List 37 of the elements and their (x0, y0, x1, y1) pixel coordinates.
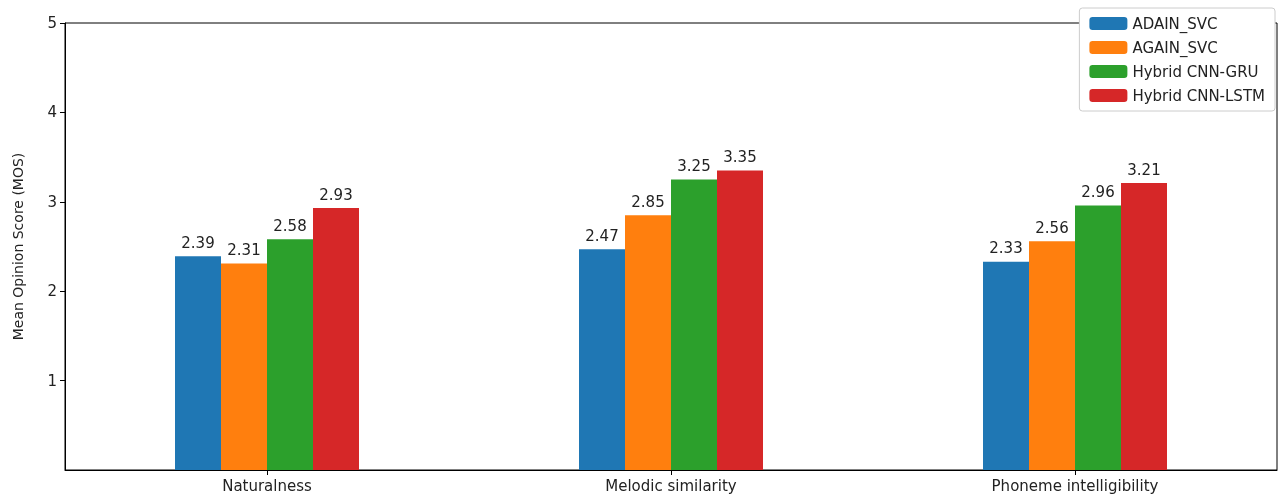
y-tick-label: 4 (47, 103, 57, 122)
bar (313, 208, 359, 470)
bar (1075, 205, 1121, 470)
data-label: 3.21 (1127, 160, 1161, 179)
y-tick-label: 1 (47, 371, 57, 390)
bar (717, 170, 763, 470)
data-label: 2.47 (585, 226, 619, 245)
y-tick-label: 3 (47, 192, 57, 211)
bar (221, 263, 267, 470)
x-tick-label: Naturalness (222, 476, 313, 495)
legend-label: ADAIN_SVC (1132, 14, 1218, 34)
bar (1121, 183, 1167, 470)
data-label: 2.93 (319, 185, 353, 204)
y-tick-label: 2 (47, 282, 57, 301)
bar (1029, 241, 1075, 470)
data-label: 2.33 (989, 239, 1023, 258)
legend-label: Hybrid CNN-LSTM (1132, 86, 1266, 105)
data-label: 2.58 (273, 216, 307, 235)
legend-label: AGAIN_SVC (1132, 38, 1218, 58)
data-label: 2.85 (631, 192, 665, 211)
bar (267, 239, 313, 470)
legend-label: Hybrid CNN-GRU (1132, 62, 1259, 81)
y-axis-title: Mean Opinion Score (MOS) (10, 152, 26, 341)
data-label: 2.39 (181, 233, 215, 252)
data-label: 3.35 (723, 148, 757, 167)
x-tick-label: Phoneme intelligibility (991, 476, 1159, 495)
data-label: 2.96 (1081, 182, 1115, 201)
x-tick-label: Melodic similarity (605, 476, 737, 495)
bar (579, 249, 625, 470)
bar (671, 179, 717, 470)
bar (625, 215, 671, 470)
data-label: 2.31 (227, 240, 261, 259)
data-label: 3.25 (677, 156, 711, 175)
y-tick-label: 5 (47, 14, 57, 32)
bar (983, 261, 1029, 470)
bar (175, 256, 221, 470)
data-label: 2.56 (1035, 218, 1069, 237)
